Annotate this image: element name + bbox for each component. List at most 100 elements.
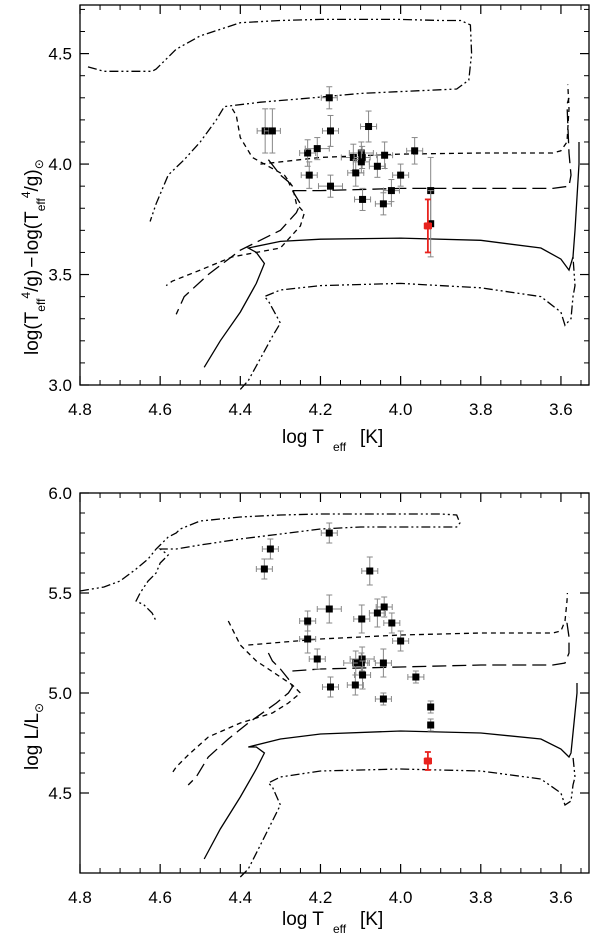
- bottom-data-point: [383, 612, 401, 634]
- bottom-x-axis-label: log T eff [K]: [282, 909, 383, 936]
- point-marker: [266, 545, 274, 553]
- top-highlight-point: [423, 198, 432, 254]
- bottom-data-point: [316, 594, 342, 624]
- bottom-data-point: [375, 596, 393, 618]
- bottom-xtick-label: 4.6: [148, 888, 172, 907]
- top-xtick-label: 3.8: [469, 400, 493, 419]
- bottom-data-point: [299, 624, 317, 654]
- top-data-point: [360, 110, 378, 143]
- top-ytick-label: 3.5: [48, 266, 72, 285]
- point-marker: [380, 603, 388, 611]
- top-x-label-sub: eff: [333, 440, 347, 454]
- point-marker: [373, 609, 381, 617]
- bottom-data-point: [321, 676, 340, 698]
- top-data-point: [392, 163, 410, 187]
- bottom-y-label: log L/L⊙: [22, 703, 46, 770]
- bottom-ytick-label: 4.5: [48, 784, 72, 803]
- bottom-data-point: [427, 700, 435, 714]
- point-marker: [268, 127, 276, 135]
- bottom-data-point: [392, 630, 410, 652]
- point-marker: [351, 681, 359, 689]
- point-marker: [305, 171, 313, 179]
- top-track-dashdot-0: [87, 18, 473, 222]
- point-marker: [349, 153, 357, 161]
- top-xtick-label: 4.6: [148, 400, 172, 419]
- top-xtick-label: 4.2: [309, 400, 333, 419]
- point-marker: [381, 151, 389, 159]
- point-marker: [379, 200, 387, 208]
- point-marker: [427, 721, 435, 729]
- point-marker: [359, 671, 367, 679]
- bottom-data-point: [308, 648, 326, 670]
- bottom-data-point: [361, 556, 379, 586]
- point-marker: [304, 149, 312, 157]
- top-data-point: [300, 161, 318, 189]
- point-marker: [325, 605, 333, 613]
- point-marker: [366, 567, 374, 575]
- top-data-point: [320, 86, 338, 110]
- panel-bottom: 4.8 4.6 4.4 4.2 4.0 3.8 3.6 4.5 5.0 5.5 6.0 log T …: [22, 484, 590, 936]
- point-marker: [357, 659, 365, 667]
- top-track-shortdash-2: [260, 84, 570, 165]
- point-marker: [357, 158, 365, 166]
- point-marker: [373, 162, 381, 170]
- top-data-points: [256, 86, 435, 258]
- bottom-highlight-point: [423, 751, 432, 771]
- point-marker: [359, 195, 367, 203]
- top-xtick-label: 4.0: [389, 400, 413, 419]
- top-data-point: [354, 187, 372, 211]
- point-marker: [313, 145, 321, 153]
- point-marker: [358, 615, 366, 623]
- top-track-shortdash-1: [165, 108, 306, 287]
- bottom-data-point: [255, 558, 273, 580]
- point-marker: [325, 94, 333, 102]
- top-data-point: [374, 192, 392, 216]
- top-xtick-label: 4.8: [68, 400, 92, 419]
- panel-top: 4.8 4.6 4.4 4.2 4.0 3.8 3.6 3.0 3.5 4.0 4.5 log T …: [19, 4, 590, 454]
- top-x-axis-label: log T eff [K]: [282, 427, 383, 454]
- point-marker: [260, 565, 268, 573]
- point-marker: [326, 127, 334, 135]
- top-evolution-tracks: [87, 18, 580, 390]
- top-xtick-label: 4.4: [228, 400, 252, 419]
- bottom-data-point: [407, 670, 425, 684]
- point-marker: [358, 153, 366, 161]
- bottom-xtick-label: 3.8: [469, 888, 493, 907]
- point-marker: [352, 169, 360, 177]
- top-data-point: [317, 174, 344, 198]
- point-marker: [424, 222, 432, 230]
- top-data-point: [263, 108, 281, 154]
- top-xtick-label: 3.6: [549, 400, 573, 419]
- top-y-label: log(Teff4/g)−log(Teff4/g)⊙: [19, 159, 48, 355]
- top-x-label-unit: [K]: [360, 427, 383, 448]
- point-marker: [379, 695, 387, 703]
- point-marker: [358, 655, 366, 663]
- top-track-longdash-4: [292, 97, 572, 192]
- bottom-ytick-label: 6.0: [48, 484, 72, 503]
- bottom-xtick-label: 3.6: [549, 888, 573, 907]
- bottom-track-dashdot-6: [239, 756, 576, 878]
- bottom-data-point: [368, 598, 386, 628]
- bottom-data-points: [255, 522, 435, 771]
- top-data-point: [368, 154, 386, 178]
- bottom-data-point: [374, 692, 392, 706]
- point-marker: [397, 637, 405, 645]
- point-marker: [365, 123, 373, 131]
- bottom-track-shortdash-2: [248, 592, 569, 646]
- top-data-point: [406, 137, 424, 165]
- bottom-evolution-tracks: [79, 513, 578, 878]
- top-track-dashdot-6: [239, 256, 576, 390]
- top-track-longdash-3: [175, 159, 302, 315]
- point-marker: [427, 703, 435, 711]
- top-data-point: [304, 137, 330, 161]
- point-marker: [424, 757, 432, 765]
- bottom-xtick-label: 4.2: [309, 888, 333, 907]
- top-data-point: [299, 139, 317, 167]
- top-ticks: 4.8 4.6 4.4 4.2 4.0 3.8 3.6 3.0 3.5 4.0 4.5: [48, 5, 589, 419]
- top-ytick-label: 4.5: [48, 45, 72, 64]
- point-marker: [313, 655, 321, 663]
- bottom-data-point: [346, 674, 364, 696]
- bottom-track-dashdot-0: [79, 513, 461, 622]
- top-plot-frame: [79, 4, 590, 386]
